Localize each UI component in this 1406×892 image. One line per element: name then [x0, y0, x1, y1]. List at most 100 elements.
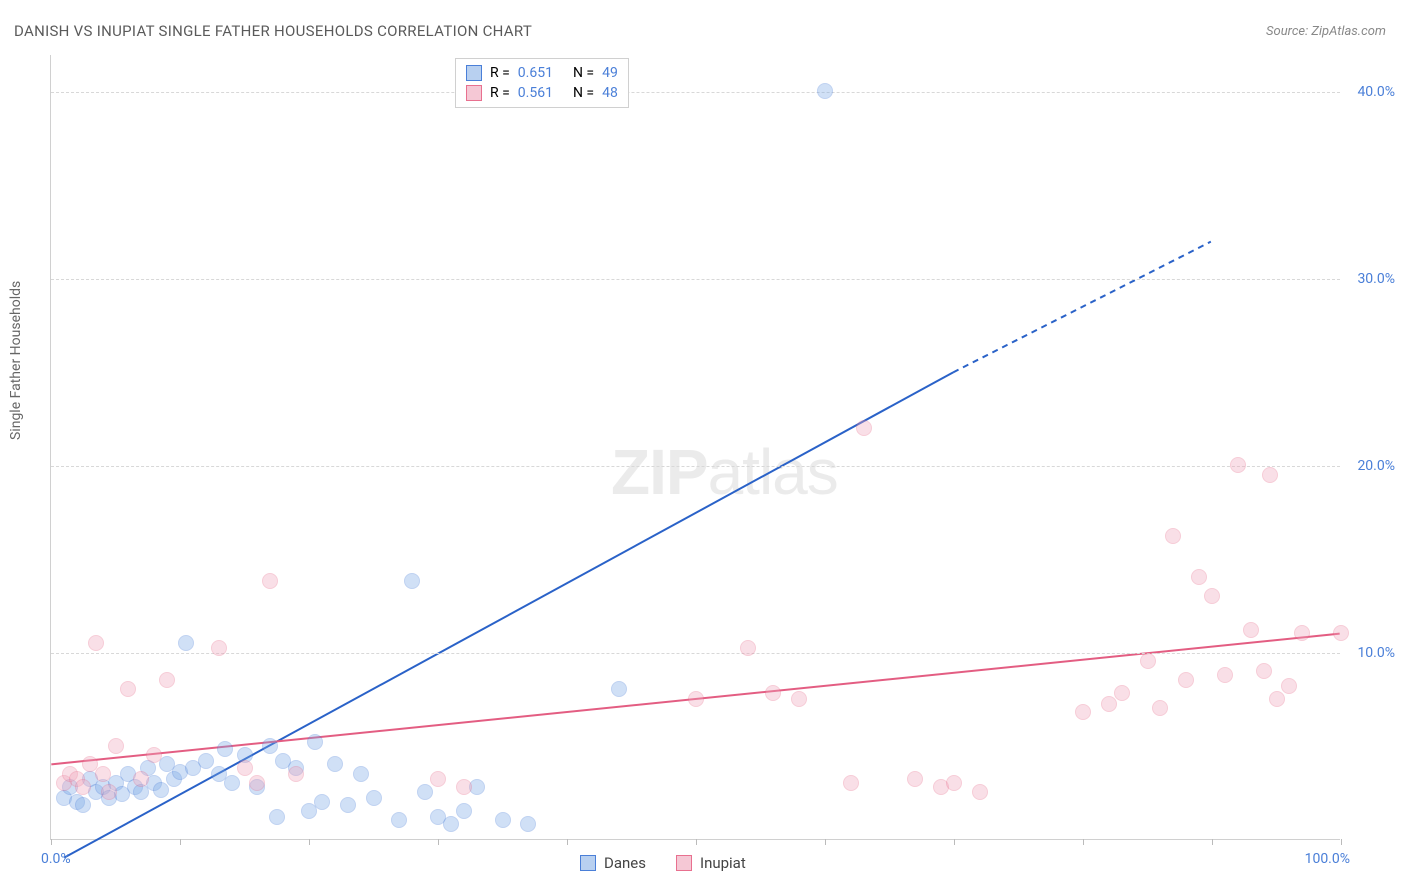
data-point — [907, 771, 923, 787]
y-tick-label: 10.0% — [1357, 645, 1395, 661]
n-label: N = — [573, 65, 594, 81]
data-point — [153, 782, 169, 798]
data-point — [95, 766, 111, 782]
data-point — [307, 734, 323, 750]
gridline — [51, 279, 1340, 280]
x-tick — [309, 839, 310, 845]
n-label: N = — [573, 85, 594, 101]
data-point — [1256, 663, 1272, 679]
data-point — [198, 753, 214, 769]
legend-item-inupiat: Inupiat — [676, 854, 746, 872]
x-tick — [1341, 839, 1342, 845]
x-tick — [567, 839, 568, 845]
gridline — [51, 466, 1340, 467]
chart-title: DANISH VS INUPIAT SINGLE FATHER HOUSEHOL… — [14, 22, 532, 40]
x-axis-label-max: 100.0% — [1305, 851, 1350, 867]
legend-label-inupiat: Inupiat — [700, 854, 746, 872]
x-tick — [438, 839, 439, 845]
x-tick — [51, 839, 52, 845]
data-point — [178, 635, 194, 651]
data-point — [856, 420, 872, 436]
data-point — [817, 83, 833, 99]
r-value-danes: 0.651 — [518, 65, 553, 81]
legend-item-danes: Danes — [580, 854, 646, 872]
legend-row-inupiat: R = 0.561 N = 48 — [466, 83, 618, 103]
data-point — [1140, 653, 1156, 669]
data-point — [101, 784, 117, 800]
data-point — [314, 794, 330, 810]
data-point — [1178, 672, 1194, 688]
n-value-danes: 49 — [602, 65, 618, 81]
data-point — [1294, 625, 1310, 641]
data-point — [688, 691, 704, 707]
source-attribution: Source: ZipAtlas.com — [1266, 24, 1386, 39]
correlation-legend: R = 0.651 N = 49 R = 0.561 N = 48 — [455, 58, 629, 108]
data-point — [765, 685, 781, 701]
gridline — [51, 92, 1340, 93]
n-value-inupiat: 48 — [602, 85, 618, 101]
series-legend: Danes Inupiat — [580, 854, 746, 872]
x-tick — [696, 839, 697, 845]
data-point — [456, 803, 472, 819]
data-point — [237, 760, 253, 776]
data-point — [211, 640, 227, 656]
data-point — [1204, 588, 1220, 604]
data-point — [430, 771, 446, 787]
r-label: R = — [490, 65, 510, 81]
x-tick — [180, 839, 181, 845]
data-point — [340, 797, 356, 813]
data-point — [353, 766, 369, 782]
legend-label-danes: Danes — [604, 854, 646, 872]
x-axis-label-min: 0.0% — [41, 851, 71, 867]
data-point — [217, 741, 233, 757]
data-point — [1101, 696, 1117, 712]
data-point — [946, 775, 962, 791]
data-point — [520, 816, 536, 832]
data-point — [159, 672, 175, 688]
data-point — [1165, 528, 1181, 544]
legend-swatch-inupiat-icon — [676, 855, 692, 871]
y-axis-label: Single Father Households — [8, 281, 24, 440]
data-point — [75, 797, 91, 813]
data-point — [262, 738, 278, 754]
data-point — [88, 635, 104, 651]
data-point — [791, 691, 807, 707]
data-point — [417, 784, 433, 800]
data-point — [1262, 467, 1278, 483]
data-point — [972, 784, 988, 800]
data-point — [288, 766, 304, 782]
data-point — [249, 775, 265, 791]
data-point — [456, 779, 472, 795]
data-point — [269, 809, 285, 825]
data-point — [611, 681, 627, 697]
data-point — [366, 790, 382, 806]
y-tick-label: 30.0% — [1357, 271, 1395, 287]
plot-area: ZIPatlas 0.0% 100.0% 10.0%20.0%30.0%40.0… — [50, 55, 1340, 840]
data-point — [391, 812, 407, 828]
r-label: R = — [490, 85, 510, 101]
data-point — [1075, 704, 1091, 720]
data-point — [443, 816, 459, 832]
legend-swatch-danes — [466, 65, 482, 81]
data-point — [75, 779, 91, 795]
data-point — [1217, 667, 1233, 683]
legend-swatch-inupiat — [466, 85, 482, 101]
r-value-inupiat: 0.561 — [518, 85, 553, 101]
watermark-zip: ZIP — [611, 436, 708, 508]
watermark-atlas: atlas — [708, 436, 838, 508]
data-point — [262, 573, 278, 589]
data-point — [1243, 622, 1259, 638]
x-tick — [1212, 839, 1213, 845]
data-point — [1269, 691, 1285, 707]
data-point — [327, 756, 343, 772]
data-point — [108, 738, 124, 754]
data-point — [404, 573, 420, 589]
x-tick — [1083, 839, 1084, 845]
data-point — [133, 771, 149, 787]
data-point — [1191, 569, 1207, 585]
data-point — [1230, 457, 1246, 473]
watermark: ZIPatlas — [611, 435, 838, 509]
data-point — [146, 747, 162, 763]
data-point — [1333, 625, 1349, 641]
data-point — [1114, 685, 1130, 701]
